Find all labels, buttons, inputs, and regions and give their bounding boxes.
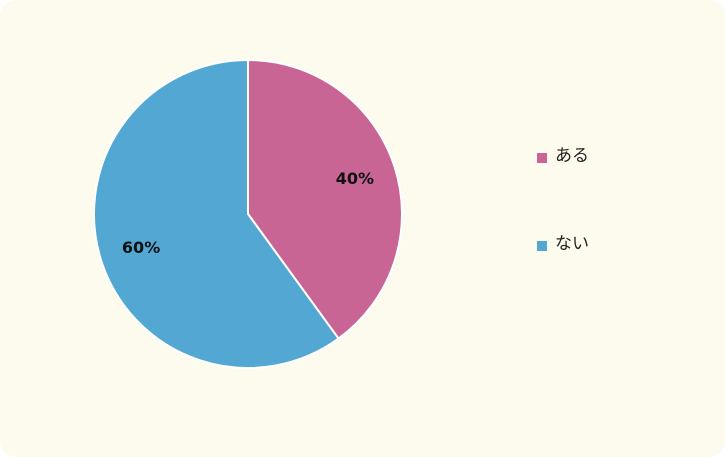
legend-label: ない [555, 234, 589, 254]
value-label: 40% [336, 169, 374, 188]
legend-swatch [537, 241, 547, 251]
value-label: 60% [122, 238, 160, 257]
pie-slice [247, 58, 403, 340]
pie-slice [93, 58, 340, 369]
legend-label: ある [555, 146, 589, 166]
legend-swatch [537, 153, 547, 163]
